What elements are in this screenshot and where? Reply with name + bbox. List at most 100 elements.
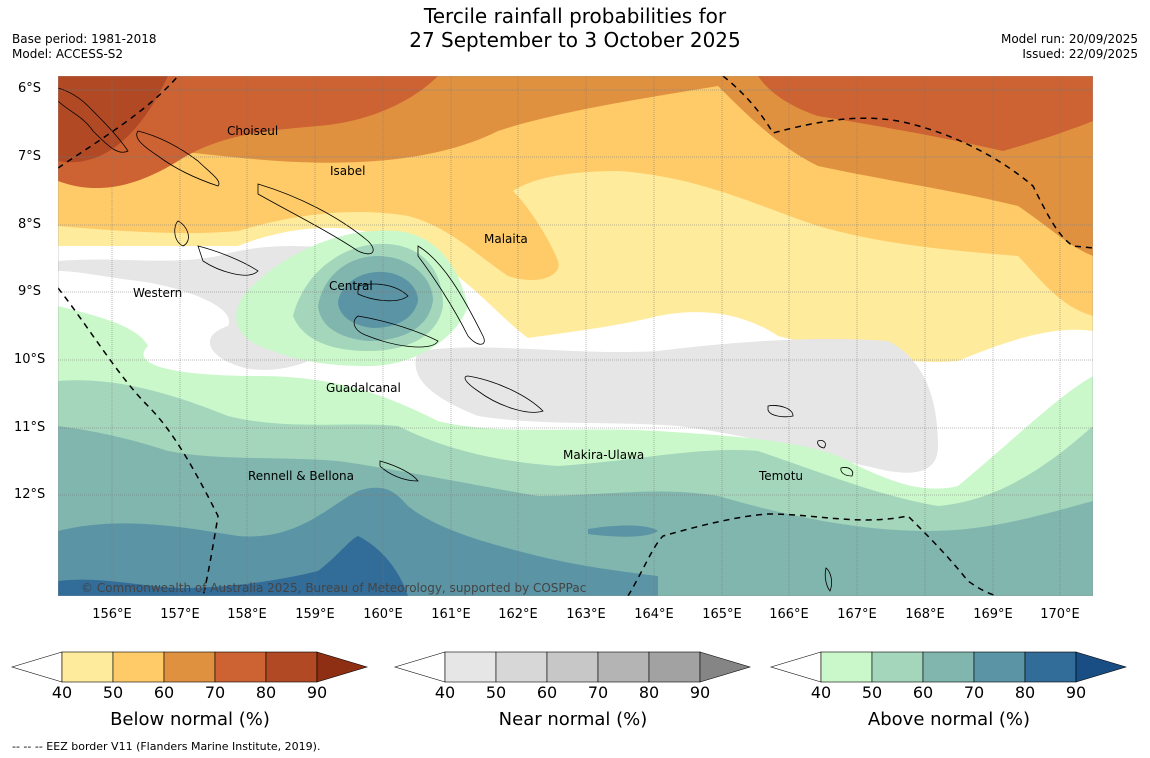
label-temotu: Temotu [758,469,803,483]
colorbar-near-normal [393,651,752,683]
malaita-coast [417,245,485,345]
title-line-1: Tercile rainfall probabilities for [423,4,727,28]
near-colorbar-tick: 80 [638,683,660,702]
lon-label-165e: 165°E [702,607,742,622]
lon-label-170e: 170°E [1040,607,1080,622]
above-colorbar-extend-high [1075,651,1128,683]
below-normal-70-zone-west [58,76,438,189]
western-islands-coast [197,245,259,276]
graticule [58,76,1093,596]
guadalcanal-coast [353,315,439,348]
near-colorbar-extend-low [393,651,446,683]
new-georgia-coast [174,220,189,247]
near-colorbar-segment [648,651,701,683]
isabel-coast [257,183,374,255]
rainfall-map: Choiseul Isabel Malaita Western Central … [58,76,1093,596]
lat-label-7s: 7°S [18,149,42,164]
lon-label-166e: 166°E [769,607,809,622]
model-run: Model run: 20/09/2025 [1000,32,1138,46]
copyright-text: © Commonwealth of Australia 2025, Bureau… [81,581,586,595]
above-normal-70-spot [588,525,658,537]
below-colorbar-extend-low [10,651,63,683]
above-colorbar-tick: 70 [963,683,985,702]
colorbars [10,651,1128,683]
below-colorbar-tick: 40 [51,683,73,702]
label-guadalcanal: Guadalcanal [326,381,401,395]
eez-borders [58,76,1093,596]
colorbar-title-below: Below normal (%) [110,709,270,730]
label-choiseul: Choiseul [227,124,278,138]
above-colorbar-tick: 80 [1014,683,1036,702]
temotu-island-1 [817,440,826,449]
issued-date: Issued: 22/09/2025 [1022,47,1138,61]
lat-label-12s: 12°S [14,487,46,502]
chart-title: Tercile rainfall probabilities for 27 Se… [0,4,1150,52]
label-central: Central [329,279,373,293]
near-colorbar-tick: 60 [536,683,558,702]
bougainville-coast [58,87,129,153]
near-colorbar-tick: 50 [485,683,507,702]
title-line-2: 27 September to 3 October 2025 [409,28,741,52]
above-colorbar-tick: 60 [912,683,934,702]
above-colorbar-segment [973,651,1026,683]
lon-label-160e: 160°E [363,607,403,622]
below-colorbar-extend-high [316,651,369,683]
near-colorbar-segment [546,651,599,683]
near-colorbar-tick: 70 [587,683,609,702]
above-colorbar-tick: 50 [861,683,883,702]
meta-right: Model run: 20/09/2025 Issued: 22/09/2025 [1001,32,1138,62]
lon-label-167e: 167°E [837,607,877,622]
near-colorbar-extend-high [699,651,752,683]
lon-label-159e: 159°E [295,607,335,622]
rennell-coast [379,460,419,482]
santa-cruz-coast [767,405,794,418]
lat-label-9s: 9°S [18,284,42,299]
coastlines [58,87,854,592]
below-colorbar-tick: 50 [102,683,124,702]
colorbar-title-above: Above normal (%) [867,709,1031,730]
near-colorbar-tick: 40 [434,683,456,702]
above-colorbar-segment [922,651,975,683]
base-period: Base period: 1981-2018 [12,32,157,46]
label-western: Western [133,286,182,300]
lon-label-161e: 161°E [431,607,471,622]
lon-label-168e: 168°E [905,607,945,622]
eez-border-west [58,287,219,596]
above-colorbar-segment [871,651,924,683]
eez-legend-note: -- -- -- EEZ border V11 (Flanders Marine… [12,740,321,753]
colorbar-below-normal [10,651,369,683]
below-colorbar-segment [61,651,114,683]
below-colorbar-tick: 80 [255,683,277,702]
below-colorbar-segment [112,651,165,683]
below-colorbar-tick: 60 [153,683,175,702]
below-colorbar-segment [265,651,318,683]
lat-label-11s: 11°S [14,420,46,435]
label-isabel: Isabel [330,164,365,178]
label-makira: Makira-Ulawa [563,448,644,462]
above-colorbar-segment [820,651,873,683]
below-normal-80-zone [58,76,168,163]
near-colorbar-segment [495,651,548,683]
choiseul-coast [136,130,220,187]
near-colorbar-segment [444,651,497,683]
near-normal-40-spot [563,176,613,204]
nggela-coast [357,283,409,302]
lat-label-6s: 6°S [18,81,42,96]
below-normal-70-zone-east [758,76,1093,151]
eez-border-southeast [627,513,999,596]
above-colorbar-extend-low [769,651,822,683]
lat-label-10s: 10°S [14,352,46,367]
above-colorbar-tick: 90 [1065,683,1087,702]
lon-label-164e: 164°E [634,607,674,622]
near-colorbar-segment [597,651,650,683]
temotu-island-3 [824,567,833,592]
colorbar-above-normal [769,651,1128,683]
lon-label-169e: 169°E [973,607,1013,622]
above-normal-80-zone [58,536,408,596]
makira-coast [464,375,544,413]
above-colorbar-tick: 40 [810,683,832,702]
near-normal-central [415,339,938,473]
lon-label-163e: 163°E [566,607,606,622]
colorbar-title-near: Near normal (%) [498,709,648,730]
eez-border-png-north [58,76,179,169]
